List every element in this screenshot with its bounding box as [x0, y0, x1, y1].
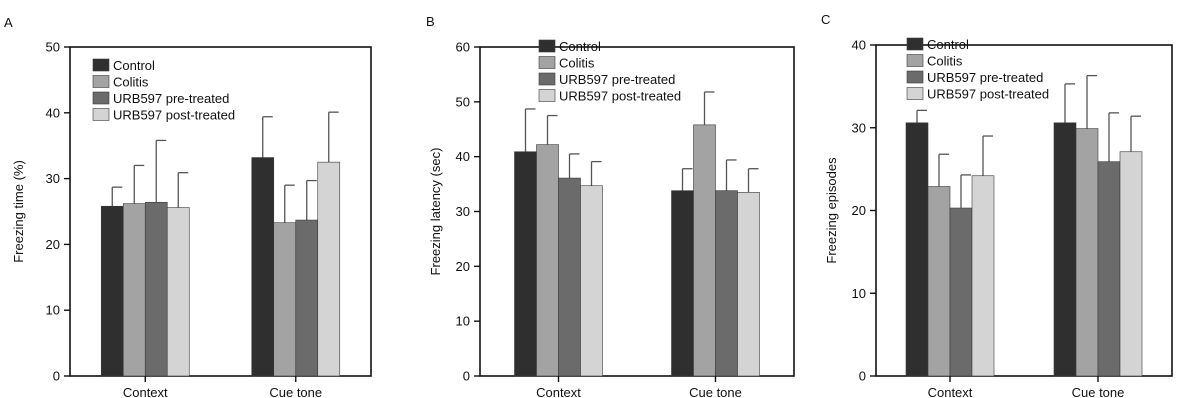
bar	[905, 122, 929, 377]
panel-label: B	[426, 14, 435, 29]
y-tick-label: 30	[852, 120, 866, 135]
bar	[251, 157, 275, 377]
legend-label: Control	[113, 58, 155, 73]
y-tick-label: 30	[46, 171, 60, 186]
legend-swatch	[538, 72, 556, 86]
legend-label: URB597 pre-treated	[559, 72, 675, 87]
legend-swatch	[538, 89, 556, 102]
y-tick-label: 50	[456, 94, 470, 109]
panel-label: C	[821, 12, 830, 27]
y-tick-label: 10	[456, 314, 470, 329]
x-tick-label: Cue tone	[689, 385, 742, 398]
legend-label: URB597 pre-treated	[113, 91, 229, 106]
bar	[715, 190, 738, 377]
legend-swatch	[92, 58, 110, 72]
y-tick-label: 0	[859, 369, 866, 384]
legend-swatch	[92, 108, 110, 121]
bar	[949, 207, 973, 377]
legend-label: Control	[927, 37, 969, 52]
y-axis-label: Freezing time (%)	[11, 160, 26, 263]
bar	[1119, 151, 1143, 377]
y-tick-label: 20	[456, 259, 470, 274]
chart-panel-c: C 0 10 20 30 40 Freezing episodes Context Cue to…	[821, 12, 1173, 398]
y-tick-label: 60	[456, 40, 470, 55]
bar	[927, 186, 951, 377]
legend-label: URB597 post-treated	[559, 89, 681, 104]
chart-panel-b: B 0 10 20 30 40 50 60 Freezing latency (sec) Cont…	[426, 14, 795, 398]
panel-label: A	[4, 15, 13, 30]
legend-swatch	[906, 37, 924, 51]
y-tick-label: 0	[463, 369, 470, 384]
y-tick-label: 40	[46, 105, 60, 120]
x-tick-label: Context	[928, 385, 973, 398]
legend-label: Colitis	[559, 56, 595, 71]
bar	[1053, 122, 1077, 377]
y-tick-label: 40	[456, 149, 470, 164]
legend-label: URB597 pre-treated	[927, 70, 1043, 85]
bar	[166, 207, 190, 377]
bar	[1075, 128, 1099, 377]
y-tick-label: 0	[53, 369, 60, 384]
legend-swatch	[906, 54, 924, 67]
bar	[971, 175, 995, 377]
bar	[693, 124, 716, 377]
bar	[100, 205, 124, 377]
y-tick-label: 50	[46, 40, 60, 55]
y-tick-label: 40	[852, 38, 866, 53]
bar	[317, 161, 341, 377]
bar	[737, 192, 760, 377]
y-tick-label: 20	[46, 237, 60, 252]
bar	[122, 203, 146, 377]
legend-label: Colitis	[927, 54, 963, 69]
plot-frame	[69, 46, 372, 377]
bar	[1097, 161, 1121, 377]
x-tick-label: Context	[536, 385, 581, 398]
legend-swatch	[906, 70, 924, 84]
legend-label: URB597 post-treated	[927, 87, 1049, 102]
bar	[558, 177, 581, 377]
legend-label: Control	[559, 39, 601, 54]
bar	[144, 201, 168, 377]
y-axis-label: Freezing latency (sec)	[428, 148, 443, 276]
x-tick-label: Context	[123, 385, 168, 398]
legend-label: URB597 post-treated	[113, 108, 235, 123]
bar	[295, 219, 319, 377]
legend-swatch	[538, 39, 556, 53]
x-tick-label: Cue tone	[269, 385, 322, 398]
y-tick-label: 10	[852, 286, 866, 301]
bar	[536, 144, 559, 377]
legend-swatch	[906, 87, 924, 100]
bar	[671, 190, 694, 377]
bar	[580, 185, 603, 377]
bar	[514, 151, 537, 377]
legend-swatch	[92, 75, 110, 88]
chart-panel-a: A 0 10 20 30 40 50 Freezing time (%) Context Cue …	[4, 15, 372, 398]
y-tick-label: 10	[46, 303, 60, 318]
legend-swatch	[538, 56, 556, 69]
legend-label: Colitis	[113, 75, 149, 90]
x-tick-label: Cue tone	[1072, 385, 1125, 398]
y-tick-label: 30	[456, 204, 470, 219]
bar	[273, 222, 297, 377]
legend-swatch	[92, 91, 110, 105]
y-axis-label: Freezing episodes	[824, 157, 839, 264]
y-tick-label: 20	[852, 203, 866, 218]
